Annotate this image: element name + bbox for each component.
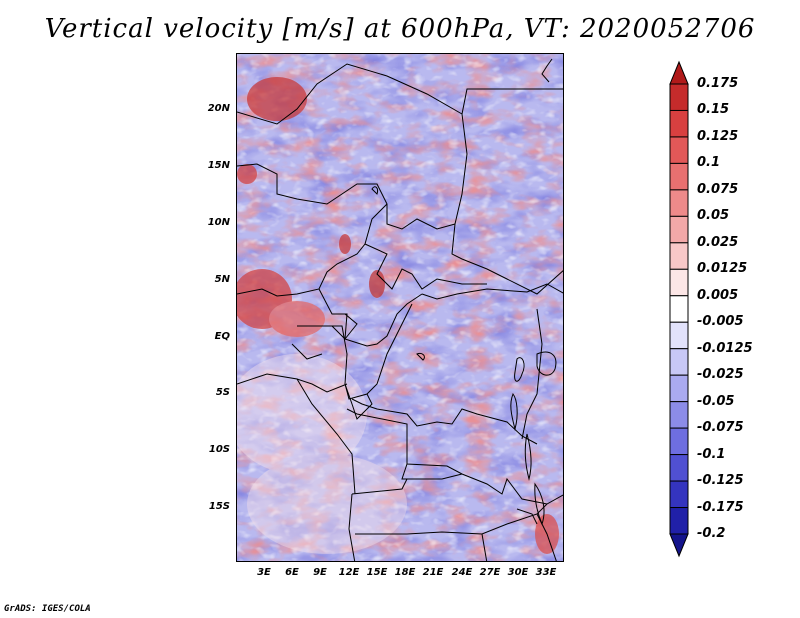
colorbar-swatch — [669, 295, 689, 323]
colorbar-swatch — [669, 454, 689, 482]
lat-label-5n: 5N — [214, 274, 230, 285]
colorbar-swatch — [669, 348, 689, 376]
lon-label-27e: 27E — [479, 567, 501, 578]
colorbar-swatch — [669, 480, 689, 509]
chart-title: Vertical velocity [m/s] at 600hPa, VT: 2… — [44, 14, 756, 44]
colorbar-swatch — [669, 109, 689, 138]
colorbar-label: 0.175 — [697, 76, 739, 91]
colorbar-label: -0.075 — [697, 420, 744, 436]
lat-label-eq: EQ — [214, 331, 230, 342]
colorbar-label: 0.15 — [697, 102, 730, 118]
colorbar-label: 0.025 — [697, 234, 739, 250]
strong-updraft-clusters — [237, 77, 559, 554]
colorbar-swatch — [669, 83, 689, 111]
lon-label-12e: 12E — [338, 567, 360, 578]
lat-label-10n: 10N — [207, 217, 230, 228]
colorbar-swatch — [669, 427, 689, 456]
colorbar-label: 0.005 — [697, 287, 739, 303]
colorbar-top-triangle — [669, 60, 689, 85]
colorbar-swatch — [669, 507, 689, 535]
colorbar-label: -0.1 — [697, 446, 726, 462]
lakes — [371, 186, 557, 526]
colorbar-label: -0.025 — [697, 367, 744, 383]
colorbar-label: 0.05 — [697, 208, 730, 224]
colorbar-label: -0.05 — [697, 393, 735, 409]
colorbar-swatch — [669, 401, 689, 429]
lat-label-20n: 20N — [207, 103, 230, 114]
colorbar-swatches — [669, 60, 689, 558]
lon-label-9e: 9E — [313, 567, 327, 578]
map-panel — [236, 53, 564, 562]
colorbar-label: 0.0125 — [697, 261, 748, 277]
weak-motion-zone — [237, 354, 407, 554]
lon-label-6e: 6E — [285, 567, 299, 578]
colorbar-swatch — [669, 242, 689, 270]
colorbar-label: -0.175 — [697, 499, 744, 515]
lon-label-30e: 30E — [507, 567, 529, 578]
colorbar-swatch — [669, 136, 689, 164]
colorbar-swatch — [669, 215, 689, 244]
colorbar-label: -0.0125 — [697, 340, 753, 356]
lat-label-5s: 5S — [215, 387, 230, 398]
colorbar-swatch — [669, 162, 689, 191]
lon-label-3e: 3E — [257, 567, 271, 578]
lon-label-15e: 15E — [366, 567, 388, 578]
lon-label-24e: 24E — [451, 567, 473, 578]
colorbar-swatch — [669, 189, 689, 217]
lon-label-21e: 21E — [422, 567, 444, 578]
lon-label-18e: 18E — [394, 567, 416, 578]
colorbar-label: 0.075 — [697, 181, 739, 197]
colorbar-swatch — [669, 374, 689, 403]
lon-label-33e: 33E — [535, 567, 557, 578]
lat-label-10s: 10S — [208, 444, 230, 455]
lat-label-15n: 15N — [207, 160, 230, 171]
colorbar-label: 0.1 — [697, 155, 721, 171]
colorbar-bottom-triangle — [669, 533, 689, 558]
colorbar-swatch — [669, 321, 689, 350]
country-borders — [237, 58, 563, 561]
colorbar-label: 0.125 — [697, 128, 739, 144]
vertical-velocity-field — [237, 54, 563, 561]
credit-text: GrADS: IGES/COLA — [4, 604, 91, 614]
colorbar-label: -0.005 — [697, 314, 744, 330]
colorbar-swatch — [669, 268, 689, 297]
lat-label-15s: 15S — [208, 501, 230, 512]
colorbar-label: -0.125 — [697, 473, 744, 489]
colorbar-label: -0.2 — [697, 526, 726, 541]
